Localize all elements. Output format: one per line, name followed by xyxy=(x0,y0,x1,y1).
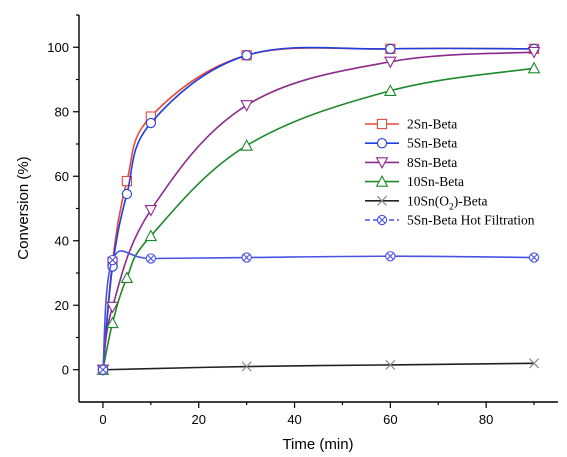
legend-label: 8Sn-Beta xyxy=(407,155,457,170)
x-axis-title: Time (min) xyxy=(282,436,353,453)
data-point xyxy=(375,157,389,169)
data-point xyxy=(144,229,158,242)
legend-item: 8Sn-Beta xyxy=(365,155,457,170)
data-point xyxy=(384,84,397,96)
x-tick-label: 40 xyxy=(287,412,301,427)
series-8sn-beta xyxy=(96,46,541,377)
y-tick-label: 0 xyxy=(62,362,69,377)
data-point xyxy=(120,271,134,283)
data-point xyxy=(384,56,397,69)
legend-item: 10Sn-Beta xyxy=(365,174,464,189)
x-tick-label: 80 xyxy=(479,412,493,427)
data-point xyxy=(106,316,119,329)
series-10sn-beta xyxy=(96,61,541,375)
legend-label: 5Sn-Beta Hot Filtration xyxy=(407,213,535,228)
series-line xyxy=(102,47,535,370)
data-point xyxy=(528,252,540,263)
y-tick-label: 60 xyxy=(55,169,69,184)
data-point xyxy=(385,43,396,55)
y-tick-label: 20 xyxy=(55,298,69,313)
series-10sn-o2-beta xyxy=(97,358,540,375)
data-point xyxy=(241,50,252,61)
series-line xyxy=(102,67,535,370)
data-point xyxy=(240,139,253,151)
data-point xyxy=(145,253,156,264)
data-point xyxy=(121,175,133,187)
data-point xyxy=(375,175,389,187)
legend-item: 5Sn-Beta Hot Filtration xyxy=(365,213,535,228)
data-point xyxy=(385,251,396,262)
data-point xyxy=(376,118,388,130)
y-axis-title: Conversion (%) xyxy=(15,156,32,259)
legend-label: 5Sn-Beta xyxy=(407,136,457,151)
data-point xyxy=(121,188,133,200)
data-point xyxy=(144,204,158,217)
data-point xyxy=(376,214,388,226)
legend-label: 10Sn-Beta xyxy=(407,174,464,189)
data-point xyxy=(376,195,388,206)
data-point xyxy=(107,254,118,266)
series-line xyxy=(102,362,535,371)
data-point xyxy=(145,117,156,129)
data-point xyxy=(527,46,541,59)
data-point xyxy=(241,361,252,372)
legend-item: 10Sn(O2)-Beta xyxy=(365,193,488,212)
tick-group: 0 20 40 60 80 0 20 40 60 80 100 xyxy=(47,14,535,427)
x-tick-label: 60 xyxy=(383,412,397,427)
data-point xyxy=(529,358,540,369)
y-tick-label: 40 xyxy=(55,233,69,248)
data-point xyxy=(385,359,396,370)
y-tick-label: 100 xyxy=(47,40,69,55)
series-line xyxy=(102,46,535,370)
data-point xyxy=(376,138,388,149)
series-5sn-beta xyxy=(97,43,540,375)
legend: 2Sn-Beta 5Sn-Beta 8Sn-Beta 10Sn-Beta 10Sn(O2… xyxy=(365,117,535,228)
series-5sn-beta-hot-filtration xyxy=(97,250,540,375)
x-tick-label: 20 xyxy=(192,412,206,427)
legend-item: 2Sn-Beta xyxy=(365,117,457,132)
series-layer xyxy=(96,43,541,377)
series-2sn-beta xyxy=(97,43,540,375)
data-point xyxy=(106,301,119,314)
legend-item: 5Sn-Beta xyxy=(365,136,457,151)
x-tick-label: 0 xyxy=(99,412,106,427)
data-point xyxy=(241,252,252,263)
data-point xyxy=(527,61,541,74)
data-point xyxy=(97,364,109,375)
data-point xyxy=(240,100,253,112)
legend-label: 10Sn(O2)-Beta xyxy=(407,193,488,212)
series-line xyxy=(102,250,535,370)
y-tick-label: 80 xyxy=(55,104,69,119)
legend-label: 2Sn-Beta xyxy=(407,117,457,132)
